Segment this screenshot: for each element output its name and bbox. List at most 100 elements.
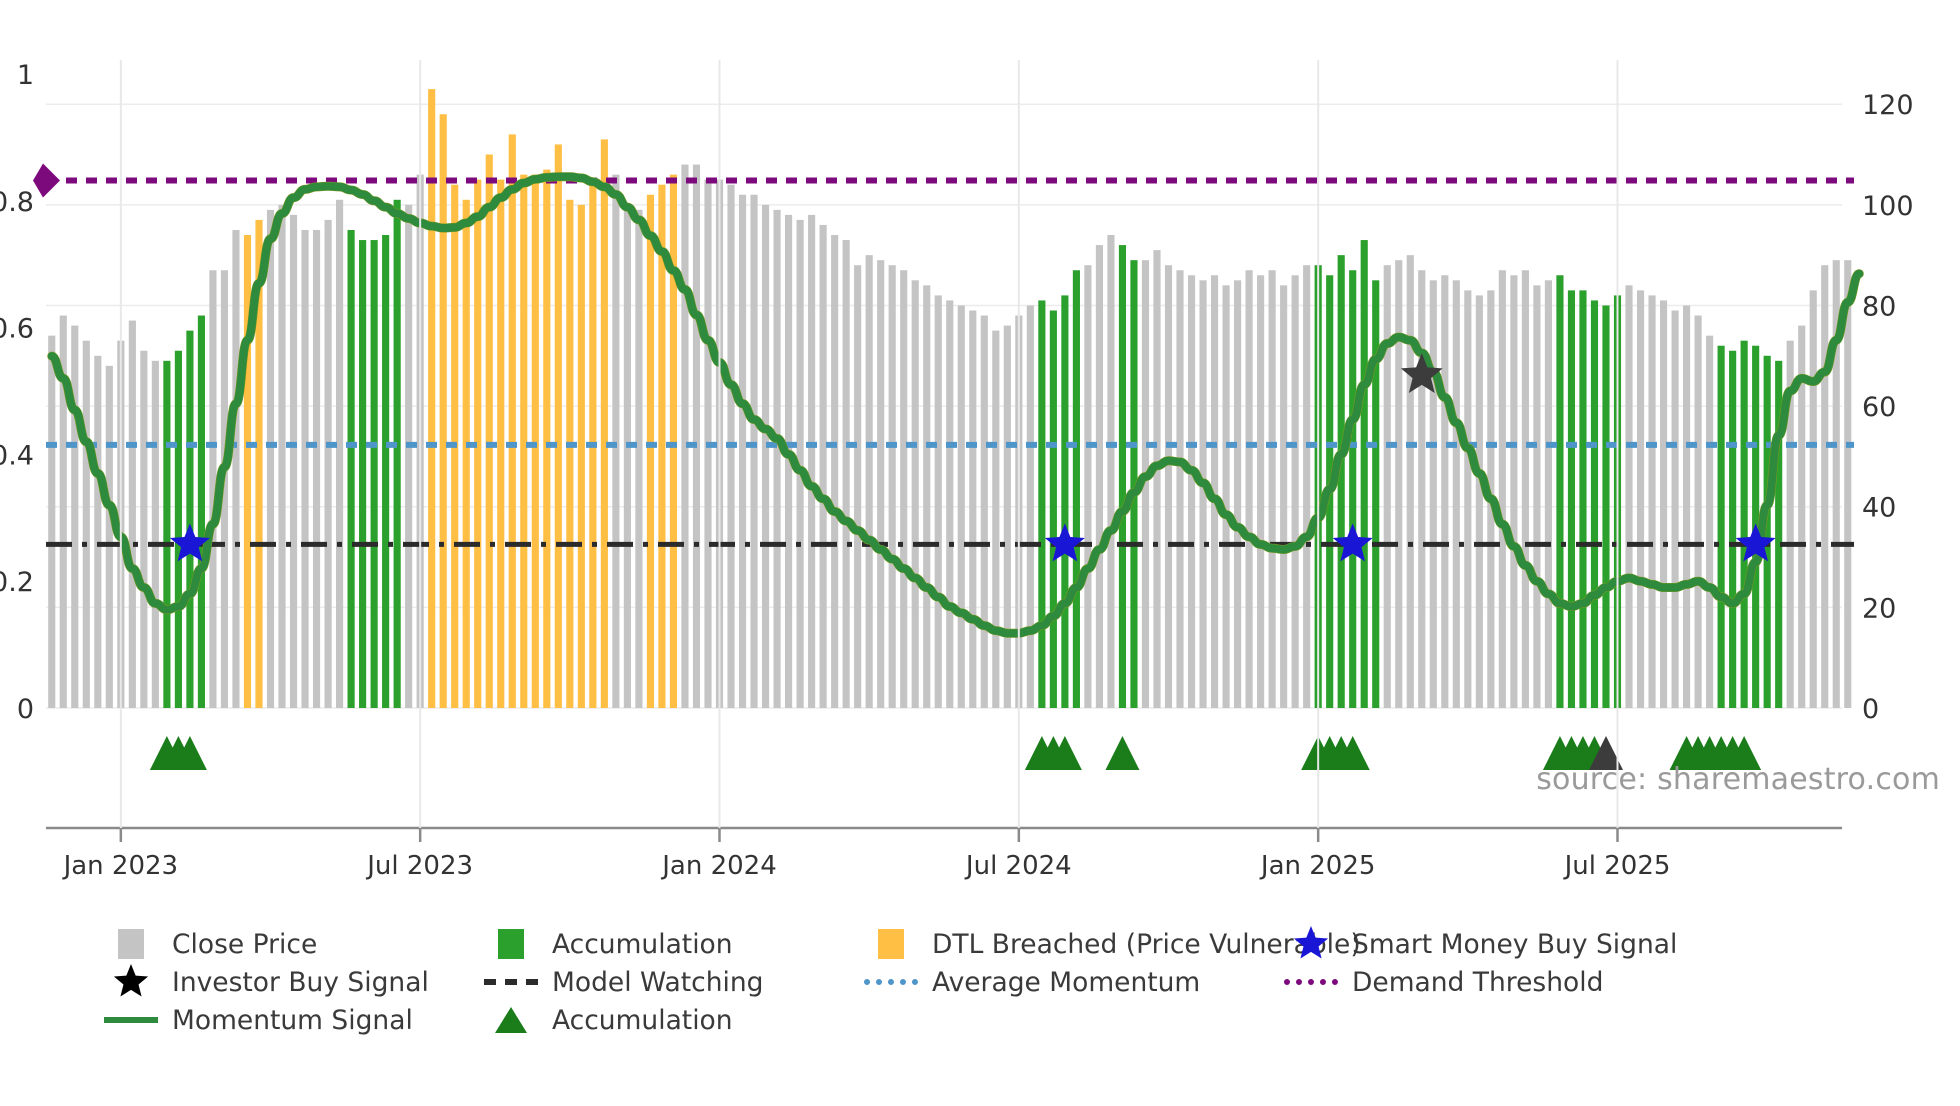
x-axis-tick-label: Jan 2025 (1259, 851, 1376, 881)
price-bar (1130, 260, 1138, 708)
price-bar (1821, 265, 1829, 708)
price-bar (1095, 245, 1103, 708)
legend-demand-threshold[interactable]: Demand Threshold (1280, 963, 1700, 1001)
legend-star-icon (1280, 926, 1342, 961)
square-swatch-icon (878, 929, 904, 959)
dotted-line-swatch-icon (864, 979, 918, 985)
price-bar (946, 300, 954, 708)
price-bar (266, 209, 275, 709)
price-bar (1303, 265, 1311, 708)
legend-item-label: Smart Money Buy Signal (1352, 928, 1678, 960)
price-bar (1832, 260, 1840, 708)
price-bar (600, 139, 608, 708)
price-bar (738, 194, 747, 708)
price-bar (485, 154, 493, 708)
price-bar (692, 164, 701, 708)
price-bar (151, 360, 159, 708)
price-bar (497, 179, 505, 709)
price-bar (1717, 345, 1725, 708)
price-bar (1452, 280, 1460, 708)
price-bar (1038, 300, 1046, 708)
price-bar (1602, 305, 1610, 708)
price-bar (312, 229, 321, 709)
price-bar (1395, 260, 1403, 708)
price-bar (48, 335, 56, 708)
price-bar (59, 315, 67, 708)
legend-square-icon (480, 927, 542, 961)
price-bar (773, 209, 781, 709)
price-bar (94, 355, 102, 708)
price-bar (1579, 290, 1587, 708)
price-bar (854, 265, 862, 708)
price-bar (1567, 290, 1576, 708)
legend-smart-money[interactable]: Smart Money Buy Signal (1280, 925, 1700, 963)
price-bar (635, 209, 643, 709)
price-bar (209, 270, 217, 708)
price-bar (474, 179, 482, 709)
price-bar (1061, 295, 1069, 708)
price-bar (324, 219, 332, 709)
legend-item-label: DTL Breached (Price Vulnerable) (932, 928, 1361, 960)
price-bar (232, 229, 240, 709)
legend-item-label: Average Momentum (932, 966, 1201, 998)
legend-item-label: Accumulation (552, 1004, 733, 1036)
legend-close-price[interactable]: Close Price (100, 925, 480, 963)
legend-model-watching[interactable]: Model Watching (480, 963, 860, 1001)
price-bar (1706, 335, 1714, 708)
legend-accumulation-marker[interactable]: Accumulation (480, 1001, 860, 1039)
legend-item-label: Model Watching (552, 966, 764, 998)
x-axis-tick-label: Jan 2024 (660, 851, 777, 881)
price-bar (1383, 265, 1391, 708)
price-bar (1556, 275, 1564, 708)
price-bar (1625, 285, 1633, 708)
y-axis-left-tick-label: 0.8 (0, 187, 34, 218)
price-bar (1636, 290, 1645, 708)
legend-average-momentum[interactable]: Average Momentum (860, 963, 1280, 1001)
triangle-swatch-icon (495, 1007, 527, 1033)
price-bar (278, 204, 286, 708)
square-swatch-icon (498, 929, 524, 959)
legend-square-icon (100, 927, 162, 961)
price-bar (1360, 240, 1368, 709)
price-bar (1648, 295, 1656, 708)
accumulation-marker-triangle (1105, 736, 1140, 770)
price-bar (865, 255, 873, 708)
price-bar (1349, 270, 1357, 708)
price-bar (911, 280, 919, 708)
price-bar (1498, 270, 1506, 708)
smart-money-buy-signal-star (1735, 523, 1776, 562)
source-watermark: source: sharemaestro.com (1536, 762, 1940, 797)
smart-money-buy-signal-star (169, 523, 210, 562)
price-bar (1775, 360, 1783, 708)
price-bar (140, 350, 148, 708)
price-bar (347, 229, 355, 709)
legend-investor-buy[interactable]: Investor Buy Signal (100, 963, 480, 1001)
price-bar (1521, 270, 1529, 708)
legend-line-icon (100, 1003, 162, 1037)
legend-accumulation-bar[interactable]: Accumulation (480, 925, 860, 963)
price-bar (934, 295, 942, 708)
price-bar (1234, 280, 1242, 708)
price-bar (1118, 245, 1127, 708)
price-bar (842, 240, 850, 709)
price-bar (1003, 325, 1011, 708)
price-bar (1049, 310, 1057, 708)
price-bar (900, 270, 908, 708)
legend-item-label: Accumulation (552, 928, 733, 960)
price-bar (370, 240, 378, 709)
price-bar (520, 174, 528, 708)
legend-item-label: Demand Threshold (1352, 966, 1604, 998)
accumulation-marker-triangle (1047, 736, 1082, 770)
price-bar (577, 204, 585, 708)
price-bar (1786, 340, 1794, 708)
price-bar (1544, 280, 1552, 708)
price-bar (1844, 260, 1852, 708)
legend-dtl-breached[interactable]: DTL Breached (Price Vulnerable) (860, 925, 1361, 963)
price-bar (220, 270, 229, 708)
dashed-line-swatch-icon (484, 979, 538, 985)
demand-threshold-marker (33, 163, 60, 198)
legend-momentum-signal[interactable]: Momentum Signal (100, 1001, 480, 1039)
price-bar (761, 204, 770, 708)
price-bar (1418, 270, 1426, 708)
